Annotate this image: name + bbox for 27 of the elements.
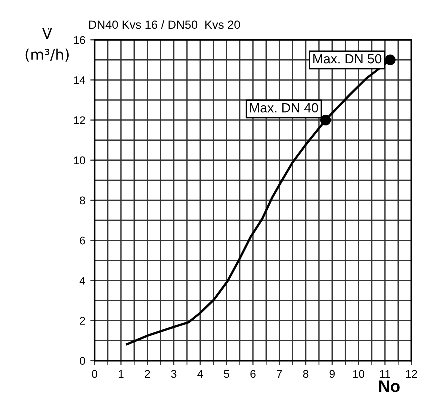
- y-tick-label: 10: [74, 156, 86, 165]
- x-tick-label: 9: [330, 370, 335, 378]
- chart-title: DN40 Kvs 16 / DN50 Kvs 20: [89, 20, 240, 30]
- y-tick-label: 6: [80, 236, 86, 245]
- x-axis-title: No: [379, 380, 400, 392]
- x-tick-label: 4: [198, 370, 204, 378]
- x-tick-label: 7: [277, 370, 282, 378]
- x-tick-label: 8: [303, 370, 309, 378]
- x-tick-label: 3: [171, 370, 177, 378]
- y-tick-label: 16: [74, 36, 86, 44]
- x-tick-label: 1: [118, 370, 124, 378]
- x-tick-label: 2: [145, 370, 150, 378]
- y-axis-title: V̇ (m³/h): [26, 28, 69, 62]
- x-tick-label: 11: [380, 370, 390, 378]
- y-tick-label: 0: [80, 357, 86, 366]
- y-tick-label: 8: [80, 196, 86, 205]
- y-tick-label: 12: [74, 116, 86, 124]
- annotation: Max. DN 50: [314, 54, 382, 64]
- x-tick-label: 10: [353, 370, 365, 378]
- x-tick-label: 0: [92, 370, 98, 378]
- y-tick-label: 14: [74, 76, 86, 84]
- x-tick-label: 5: [224, 370, 230, 378]
- y-tick-label: 4: [80, 277, 86, 285]
- x-tick-label: 12: [406, 370, 418, 378]
- x-tick-label: 6: [250, 370, 256, 378]
- annotation: Max. DN 40: [250, 103, 318, 113]
- y-tick-label: 2: [80, 317, 86, 325]
